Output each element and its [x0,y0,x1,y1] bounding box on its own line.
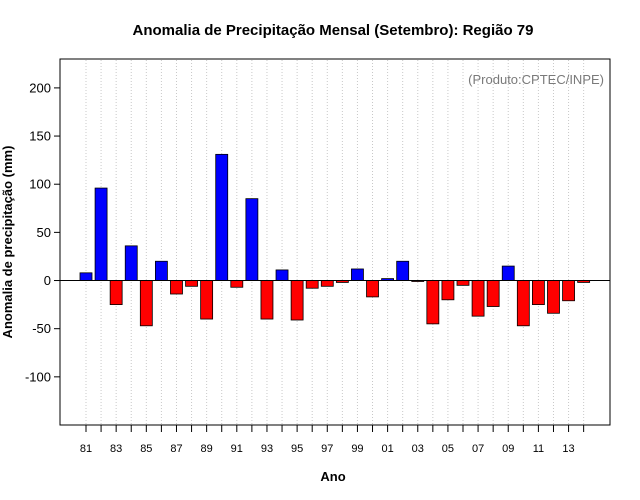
bar-92 [245,198,259,281]
bar-06 [456,280,470,286]
x-tick-label: 95 [291,443,303,455]
x-tick-label: 09 [502,443,514,455]
x-tick-label: 05 [442,443,454,455]
bar-93 [260,280,274,320]
bar-82 [94,187,108,281]
x-tick-label: 99 [351,443,363,455]
source-annotation: (Produto:CPTEC/INPE) [468,72,604,87]
x-tick-label: 87 [170,443,182,455]
bar-08 [486,280,500,307]
x-tick-label: 01 [381,443,393,455]
bar-96 [305,280,319,289]
y-tick-label: -50 [32,321,51,336]
bar-05 [441,280,455,301]
x-tick-label: 11 [533,443,544,455]
x-tick-label: 13 [562,443,574,455]
bar-86 [154,260,168,281]
bar-85 [139,280,153,327]
bar-04 [426,280,440,325]
x-tick-label: 91 [231,443,243,455]
bar-91 [230,280,244,288]
y-axis-label: Anomalia de precipitação (mm) [0,146,15,339]
bar-95 [290,280,304,321]
grid-lines [85,60,585,424]
x-tick-label: 89 [201,443,213,455]
y-tick-label: 150 [29,129,51,144]
x-tick-label: 85 [140,443,152,455]
bar-02 [396,260,410,281]
y-axis: -100 -50 0 50 100 150 200 [25,80,60,384]
bar-87 [170,280,183,295]
y-tick-label: 50 [37,225,51,240]
y-tick-label: -100 [25,369,51,384]
bar-89 [200,280,214,320]
y-tick-label: 0 [44,273,51,288]
bar-84 [124,245,138,281]
bar-99 [351,268,364,281]
bar-10 [516,280,530,327]
bar-97 [320,280,334,287]
bar-83 [109,280,123,306]
x-tick-label: 97 [321,443,333,455]
bars [79,153,591,327]
bar-88 [185,280,198,287]
x-tick-label: 03 [412,443,424,455]
x-tick-label: 07 [472,443,484,455]
y-tick-label: 200 [29,80,51,95]
bar-94 [275,269,289,281]
bar-90 [215,153,229,281]
chart-title: Anomalia de Precipitação Mensal (Setembr… [133,22,534,39]
plot-frame [59,58,611,426]
bar-07 [471,280,485,317]
x-tick-label: 81 [80,443,92,455]
y-tick-label: 100 [29,177,51,192]
x-tick-label: 93 [261,443,273,455]
bar-12 [547,280,560,314]
bar-81 [79,272,93,281]
bar-11 [532,280,545,306]
bar-00 [366,280,379,298]
bar-09 [501,265,515,281]
x-tick-label: 83 [110,443,122,455]
bar-13 [562,280,575,302]
x-axis: 81 83 85 87 89 91 93 95 97 99 01 03 05 07 09 11 13 [80,425,585,455]
x-axis-label: Ano [320,469,345,484]
